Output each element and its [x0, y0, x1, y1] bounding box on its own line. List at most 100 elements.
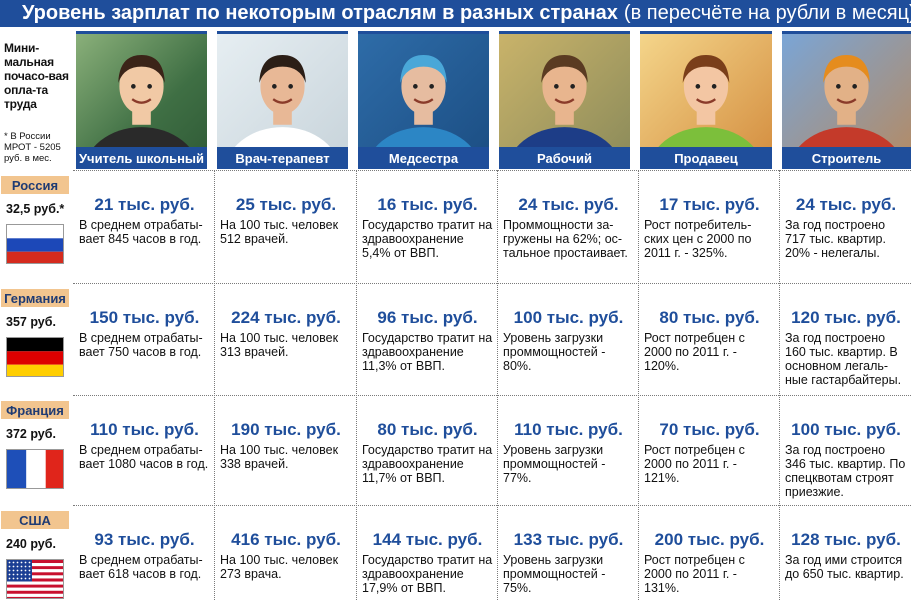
cell-description: На 100 тыс. человек 273 врача. — [220, 553, 339, 581]
salary-amount: 110 тыс. руб. — [90, 420, 199, 439]
worker-photo: Рабочий — [499, 31, 630, 169]
salary-amount: 96 тыс. руб. — [377, 308, 478, 327]
title-bar: Уровень зарплат по некоторым отраслям в … — [0, 0, 911, 27]
table-cell: 128 тыс. руб. За год ими строится до 650… — [779, 529, 911, 581]
cell-description: За год построено 160 тыс. квартир. В осн… — [785, 331, 902, 387]
salary-amount: 24 тыс. руб. — [795, 195, 897, 214]
country-min-wage: 32,5 руб.* — [6, 202, 65, 216]
salary-amount: 17 тыс. руб. — [659, 195, 760, 214]
profession-label: Учитель школьный — [76, 147, 207, 169]
cell-description: Уровень загрузки проммощностей - 75%. — [503, 553, 606, 595]
cell-description: Уровень загрузки проммощностей - 80%. — [503, 331, 606, 373]
country-3: США 240 руб. — [0, 511, 73, 606]
salary-amount: 16 тыс. руб. — [377, 195, 478, 214]
cell-description: В среднем отрабаты-вает 1080 часов в год… — [79, 443, 209, 471]
row-divider — [73, 505, 911, 506]
row-divider — [73, 283, 911, 284]
builder-photo: Строитель — [782, 31, 911, 169]
salary-amount: 150 тыс. руб. — [89, 308, 200, 327]
column-divider — [214, 170, 215, 600]
row-divider — [73, 170, 911, 171]
table-cell: 200 тыс. руб. Рост потребцен с 2000 по 2… — [638, 529, 779, 595]
salary-amount: 24 тыс. руб. — [518, 195, 619, 214]
country-min-wage: 240 руб. — [6, 537, 56, 551]
cell-description: На 100 тыс. человек 512 врачей. — [220, 218, 339, 246]
cell-description: Государство тратит на здравоохранение 11… — [362, 331, 493, 373]
cell-description: Уровень загрузки проммощностей - 77%. — [503, 443, 606, 485]
table-cell: 96 тыс. руб. Государство тратит на здрав… — [356, 307, 497, 373]
profession-label: Рабочий — [499, 147, 630, 169]
cell-description: Рост потребцен с 2000 по 2011 г. - 120%. — [644, 331, 745, 373]
table-cell: 17 тыс. руб. Рост потребитель-ских цен с… — [638, 194, 779, 260]
usa-flag — [6, 559, 64, 599]
country-min-wage: 372 руб. — [6, 427, 56, 441]
cell-description: Рост потребцен с 2000 по 2011 г. - 121%. — [644, 443, 745, 485]
teacher-photo: Учитель школьный — [76, 31, 207, 169]
cell-description: Государство тратит на здравоохранение 11… — [362, 443, 493, 485]
salary-amount: 93 тыс. руб. — [94, 530, 195, 549]
doctor-photo: Врач-терапевт — [217, 31, 348, 169]
table-cell: 80 тыс. руб. Рост потребцен с 2000 по 20… — [638, 307, 779, 373]
profession-label: Продавец — [640, 147, 772, 169]
cell-description: За год построено 717 тыс. квартир. 20% -… — [785, 218, 886, 260]
germany-flag — [6, 337, 64, 377]
profession-label: Врач-терапевт — [217, 147, 348, 169]
table-cell: 100 тыс. руб. За год построено 346 тыс. … — [779, 419, 911, 499]
cell-description: Рост потребитель-ских цен с 2000 по 2011… — [644, 218, 752, 260]
table-cell: 190 тыс. руб. На 100 тыс. человек 338 вр… — [214, 419, 356, 471]
cell-description: На 100 тыс. человек 313 врачей. — [220, 331, 339, 359]
profession-label: Медсестра — [358, 147, 489, 169]
salary-amount: 25 тыс. руб. — [235, 195, 337, 214]
france-flag — [6, 449, 64, 489]
table-cell: 70 тыс. руб. Рост потребцен с 2000 по 20… — [638, 419, 779, 485]
country-name: Франция — [1, 401, 69, 419]
cell-description: На 100 тыс. человек 338 врачей. — [220, 443, 339, 471]
country-2: Франция 372 руб. — [0, 401, 73, 511]
salary-amount: 133 тыс. руб. — [513, 530, 624, 549]
cell-description: За год ими строится до 650 тыс. квартир. — [785, 553, 904, 581]
salary-amount: 190 тыс. руб. — [231, 420, 341, 439]
left-column: Мини-мальная почасо-вая опла-та труда * … — [0, 27, 73, 600]
salary-amount: 200 тыс. руб. — [654, 530, 765, 549]
page-title: Уровень зарплат по некоторым отраслям в … — [22, 2, 618, 24]
cell-description: В среднем отрабаты-вает 618 часов в год. — [79, 553, 203, 581]
table-cell: 224 тыс. руб. На 100 тыс. человек 313 вр… — [214, 307, 356, 359]
salary-amount: 100 тыс. руб. — [791, 420, 901, 439]
table-cell: 416 тыс. руб. На 100 тыс. человек 273 вр… — [214, 529, 356, 581]
table-cell: 144 тыс. руб. Государство тратит на здра… — [356, 529, 497, 595]
column-divider — [638, 170, 639, 600]
salary-amount: 21 тыс. руб. — [94, 195, 195, 214]
salary-amount: 128 тыс. руб. — [791, 530, 901, 549]
salary-amount: 144 тыс. руб. — [372, 530, 483, 549]
table-cell: 80 тыс. руб. Государство тратит на здрав… — [356, 419, 497, 485]
table-cell: 25 тыс. руб. На 100 тыс. человек 512 вра… — [214, 194, 356, 246]
table-cell: 16 тыс. руб. Государство тратит на здрав… — [356, 194, 497, 260]
min-wage-note: Мини-мальная почасо-вая опла-та труда — [4, 41, 69, 111]
table-cell: 21 тыс. руб. В среднем отрабаты-вает 845… — [73, 194, 214, 246]
salary-amount: 416 тыс. руб. — [231, 530, 341, 549]
salary-amount: 80 тыс. руб. — [659, 308, 760, 327]
profession-label: Строитель — [782, 147, 911, 169]
nurse-photo: Медсестра — [358, 31, 489, 169]
salary-amount: 110 тыс. руб. — [514, 420, 623, 439]
table-cell: 110 тыс. руб. Уровень загрузки проммощно… — [497, 419, 638, 485]
table-cell: 100 тыс. руб. Уровень загрузки проммощно… — [497, 307, 638, 373]
column-divider — [497, 170, 498, 600]
table-cell: 133 тыс. руб. Уровень загрузки проммощно… — [497, 529, 638, 595]
cell-description: Проммощности за-гружены на 62%; ос-тальн… — [503, 218, 628, 260]
country-1: Германия 357 руб. — [0, 289, 73, 401]
cell-description: За год построено 346 тыс. квартир. По сп… — [785, 443, 906, 499]
seller-photo: Продавец — [640, 31, 772, 169]
salary-amount: 120 тыс. руб. — [791, 308, 901, 327]
salary-amount: 80 тыс. руб. — [377, 420, 478, 439]
russia-flag — [6, 224, 64, 264]
cell-description: Государство тратит на здравоохранение 17… — [362, 553, 493, 595]
column-divider — [356, 170, 357, 600]
salary-amount: 224 тыс. руб. — [231, 308, 341, 327]
table-cell: 93 тыс. руб. В среднем отрабаты-вает 618… — [73, 529, 214, 581]
cell-description: Рост потребцен с 2000 по 2011 г. - 131%. — [644, 553, 745, 595]
country-0: Россия 32,5 руб.* — [0, 176, 73, 289]
cell-description: В среднем отрабаты-вает 845 часов в год. — [79, 218, 203, 246]
table-cell: 150 тыс. руб. В среднем отрабаты-вает 75… — [73, 307, 214, 359]
table-cell: 24 тыс. руб. За год построено 717 тыс. к… — [779, 194, 911, 260]
